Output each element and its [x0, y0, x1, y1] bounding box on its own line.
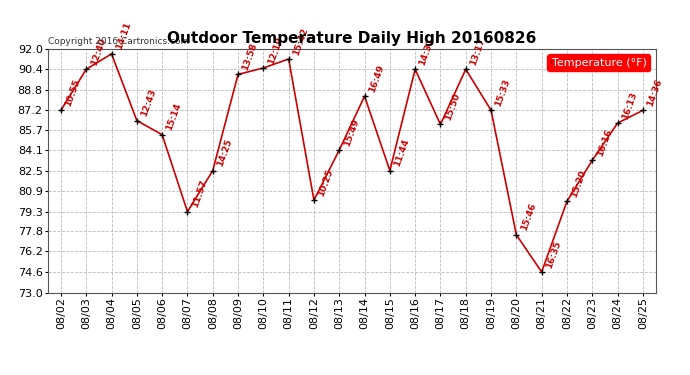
- Text: 12:43: 12:43: [139, 88, 158, 118]
- Text: 15:50: 15:50: [443, 92, 462, 122]
- Text: 15:20: 15:20: [570, 169, 588, 199]
- Text: 14:11: 14:11: [115, 21, 132, 51]
- Text: Copyright 2016 Cartronics.com: Copyright 2016 Cartronics.com: [48, 38, 190, 46]
- Text: 16:16: 16:16: [595, 128, 613, 158]
- Text: 15:33: 15:33: [494, 78, 512, 108]
- Text: 15:42: 15:42: [291, 26, 310, 56]
- Text: 11:44: 11:44: [393, 138, 411, 168]
- Text: 15:49: 15:49: [342, 117, 360, 147]
- Text: 13:17: 13:17: [469, 36, 487, 66]
- Text: 14:31: 14:31: [418, 36, 436, 66]
- Text: 16:13: 16:13: [620, 90, 638, 120]
- Text: 10:55: 10:55: [63, 78, 82, 108]
- Text: 14:25: 14:25: [215, 138, 234, 168]
- Text: 15:14: 15:14: [165, 102, 184, 132]
- Text: 12:40: 12:40: [89, 36, 107, 66]
- Text: 15:46: 15:46: [519, 202, 538, 232]
- Text: 10:25: 10:25: [317, 168, 335, 197]
- Text: 11:57: 11:57: [190, 179, 208, 209]
- Text: 13:58: 13:58: [241, 42, 259, 72]
- Text: 16:35: 16:35: [544, 239, 562, 269]
- Text: 16:49: 16:49: [367, 63, 386, 93]
- Text: 14:36: 14:36: [646, 78, 664, 108]
- Legend: Temperature (°F): Temperature (°F): [547, 54, 650, 71]
- Text: 12:19: 12:19: [266, 35, 284, 65]
- Title: Outdoor Temperature Daily High 20160826: Outdoor Temperature Daily High 20160826: [167, 31, 537, 46]
